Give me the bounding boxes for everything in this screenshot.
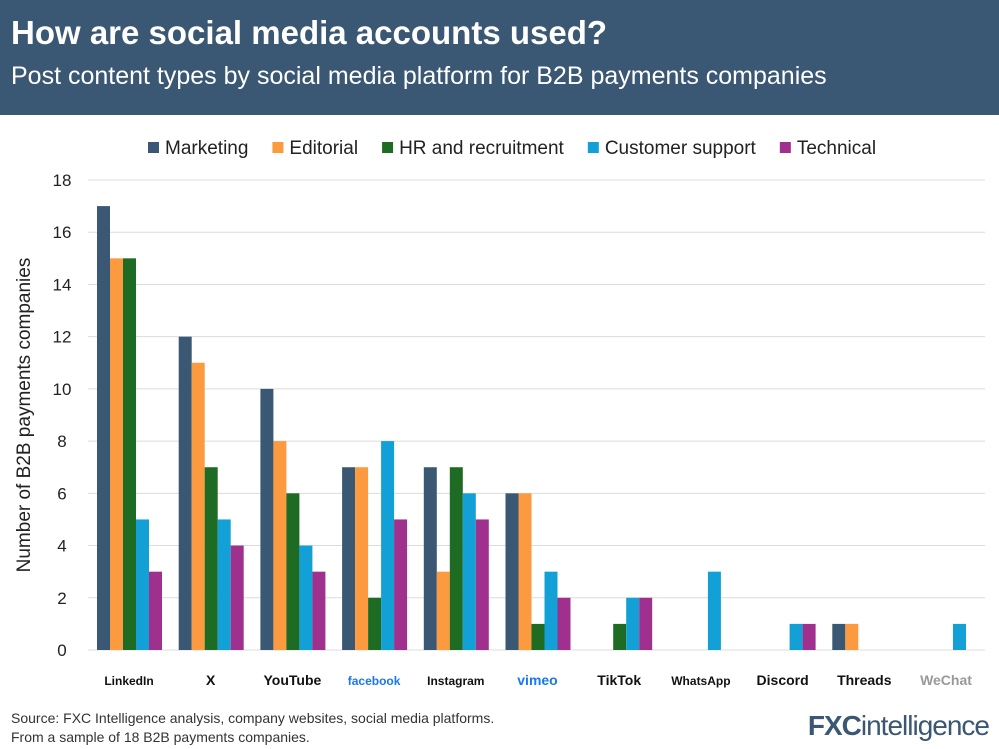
bar-hr-and-recruitment [613,623,627,650]
x-tick-label: Discord [757,672,809,688]
legend-label: HR and recruitment [399,138,564,159]
chart-subtitle: Post content types by social media platf… [11,62,827,90]
x-tick-label: YouTube [263,672,321,688]
bar-customer-support [626,597,640,650]
y-tick-label: 0 [57,641,66,660]
y-tick-label: 4 [57,537,66,556]
bar-technical [639,597,653,650]
bar-marketing [260,388,274,650]
bar-customer-support [381,441,395,650]
y-tick-label: 10 [53,380,72,399]
y-tick-label: 2 [57,589,66,608]
bar-customer-support [789,623,803,650]
x-tick-label: Instagram [427,674,484,688]
bar-customer-support [544,571,558,650]
bar-editorial [355,467,369,650]
x-tick-label: LinkedIn [104,674,153,688]
x-tick-label: vimeo [517,672,557,688]
bar-technical [230,545,244,650]
bar-hr-and-recruitment [204,467,218,650]
bar-editorial [436,571,450,650]
bar-hr-and-recruitment [531,623,545,650]
bar-hr-and-recruitment [123,258,136,650]
x-tick-label: WhatsApp [671,674,730,688]
bar-marketing [342,467,356,650]
x-tick-label: facebook [348,674,401,688]
bar-customer-support [462,493,476,650]
x-tick-label: TikTok [597,672,641,688]
legend-label: Customer support [605,138,757,159]
bar-marketing [505,493,519,650]
bar-marketing [832,623,846,650]
y-tick-label: 8 [57,432,66,451]
bar-hr-and-recruitment [286,493,300,650]
x-tick-label: WeChat [920,672,972,688]
fxc-logo: FXCintelligence [807,710,990,741]
y-tick-label: 12 [53,328,72,347]
bar-technical [312,571,326,650]
legend-swatch [779,142,791,153]
bar-hr-and-recruitment [368,597,382,650]
bar-customer-support [136,519,149,650]
bar-editorial [191,362,205,650]
legend-label: Technical [797,138,876,159]
bar-customer-support [707,571,721,650]
y-tick-label: 18 [53,171,72,190]
y-tick-label: 14 [53,275,72,294]
y-axis-label: Number of B2B payments companies [14,258,35,573]
source-note: Source: FXC Intelligence analysis, compa… [11,709,494,747]
bar-technical [475,519,489,650]
bar-customer-support [299,545,313,650]
legend-swatch [382,142,394,153]
legend-swatch [148,142,159,153]
bar-technical [149,571,162,650]
legend-label: Editorial [289,138,358,159]
y-tick-label: 16 [53,223,72,242]
x-tick-label: Threads [837,672,892,688]
bar-technical [394,519,408,650]
bar-editorial [110,258,123,650]
chart-title: How are social media accounts used? [11,14,608,51]
y-tick-label: 6 [57,484,66,503]
bar-customer-support [217,519,231,650]
legend-swatch [272,142,284,153]
bar-marketing [97,206,110,650]
bar-hr-and-recruitment [449,467,463,650]
source-text: Source: FXC Intelligence analysis, compa… [11,710,495,726]
x-tick-label: X [206,672,216,688]
legend-swatch [587,142,599,153]
legend-label: Marketing [165,138,248,159]
bar-customer-support [953,623,966,650]
bar-marketing [423,467,437,650]
bar-editorial [273,441,287,650]
sample-note: From a sample of 18 B2B payments compani… [11,729,310,745]
bar-editorial [845,623,859,650]
bar-technical [557,597,571,650]
header: How are social media accounts used? Post… [0,0,999,115]
bar-technical [802,623,816,650]
bar-marketing [178,336,192,650]
bar-editorial [518,493,532,650]
